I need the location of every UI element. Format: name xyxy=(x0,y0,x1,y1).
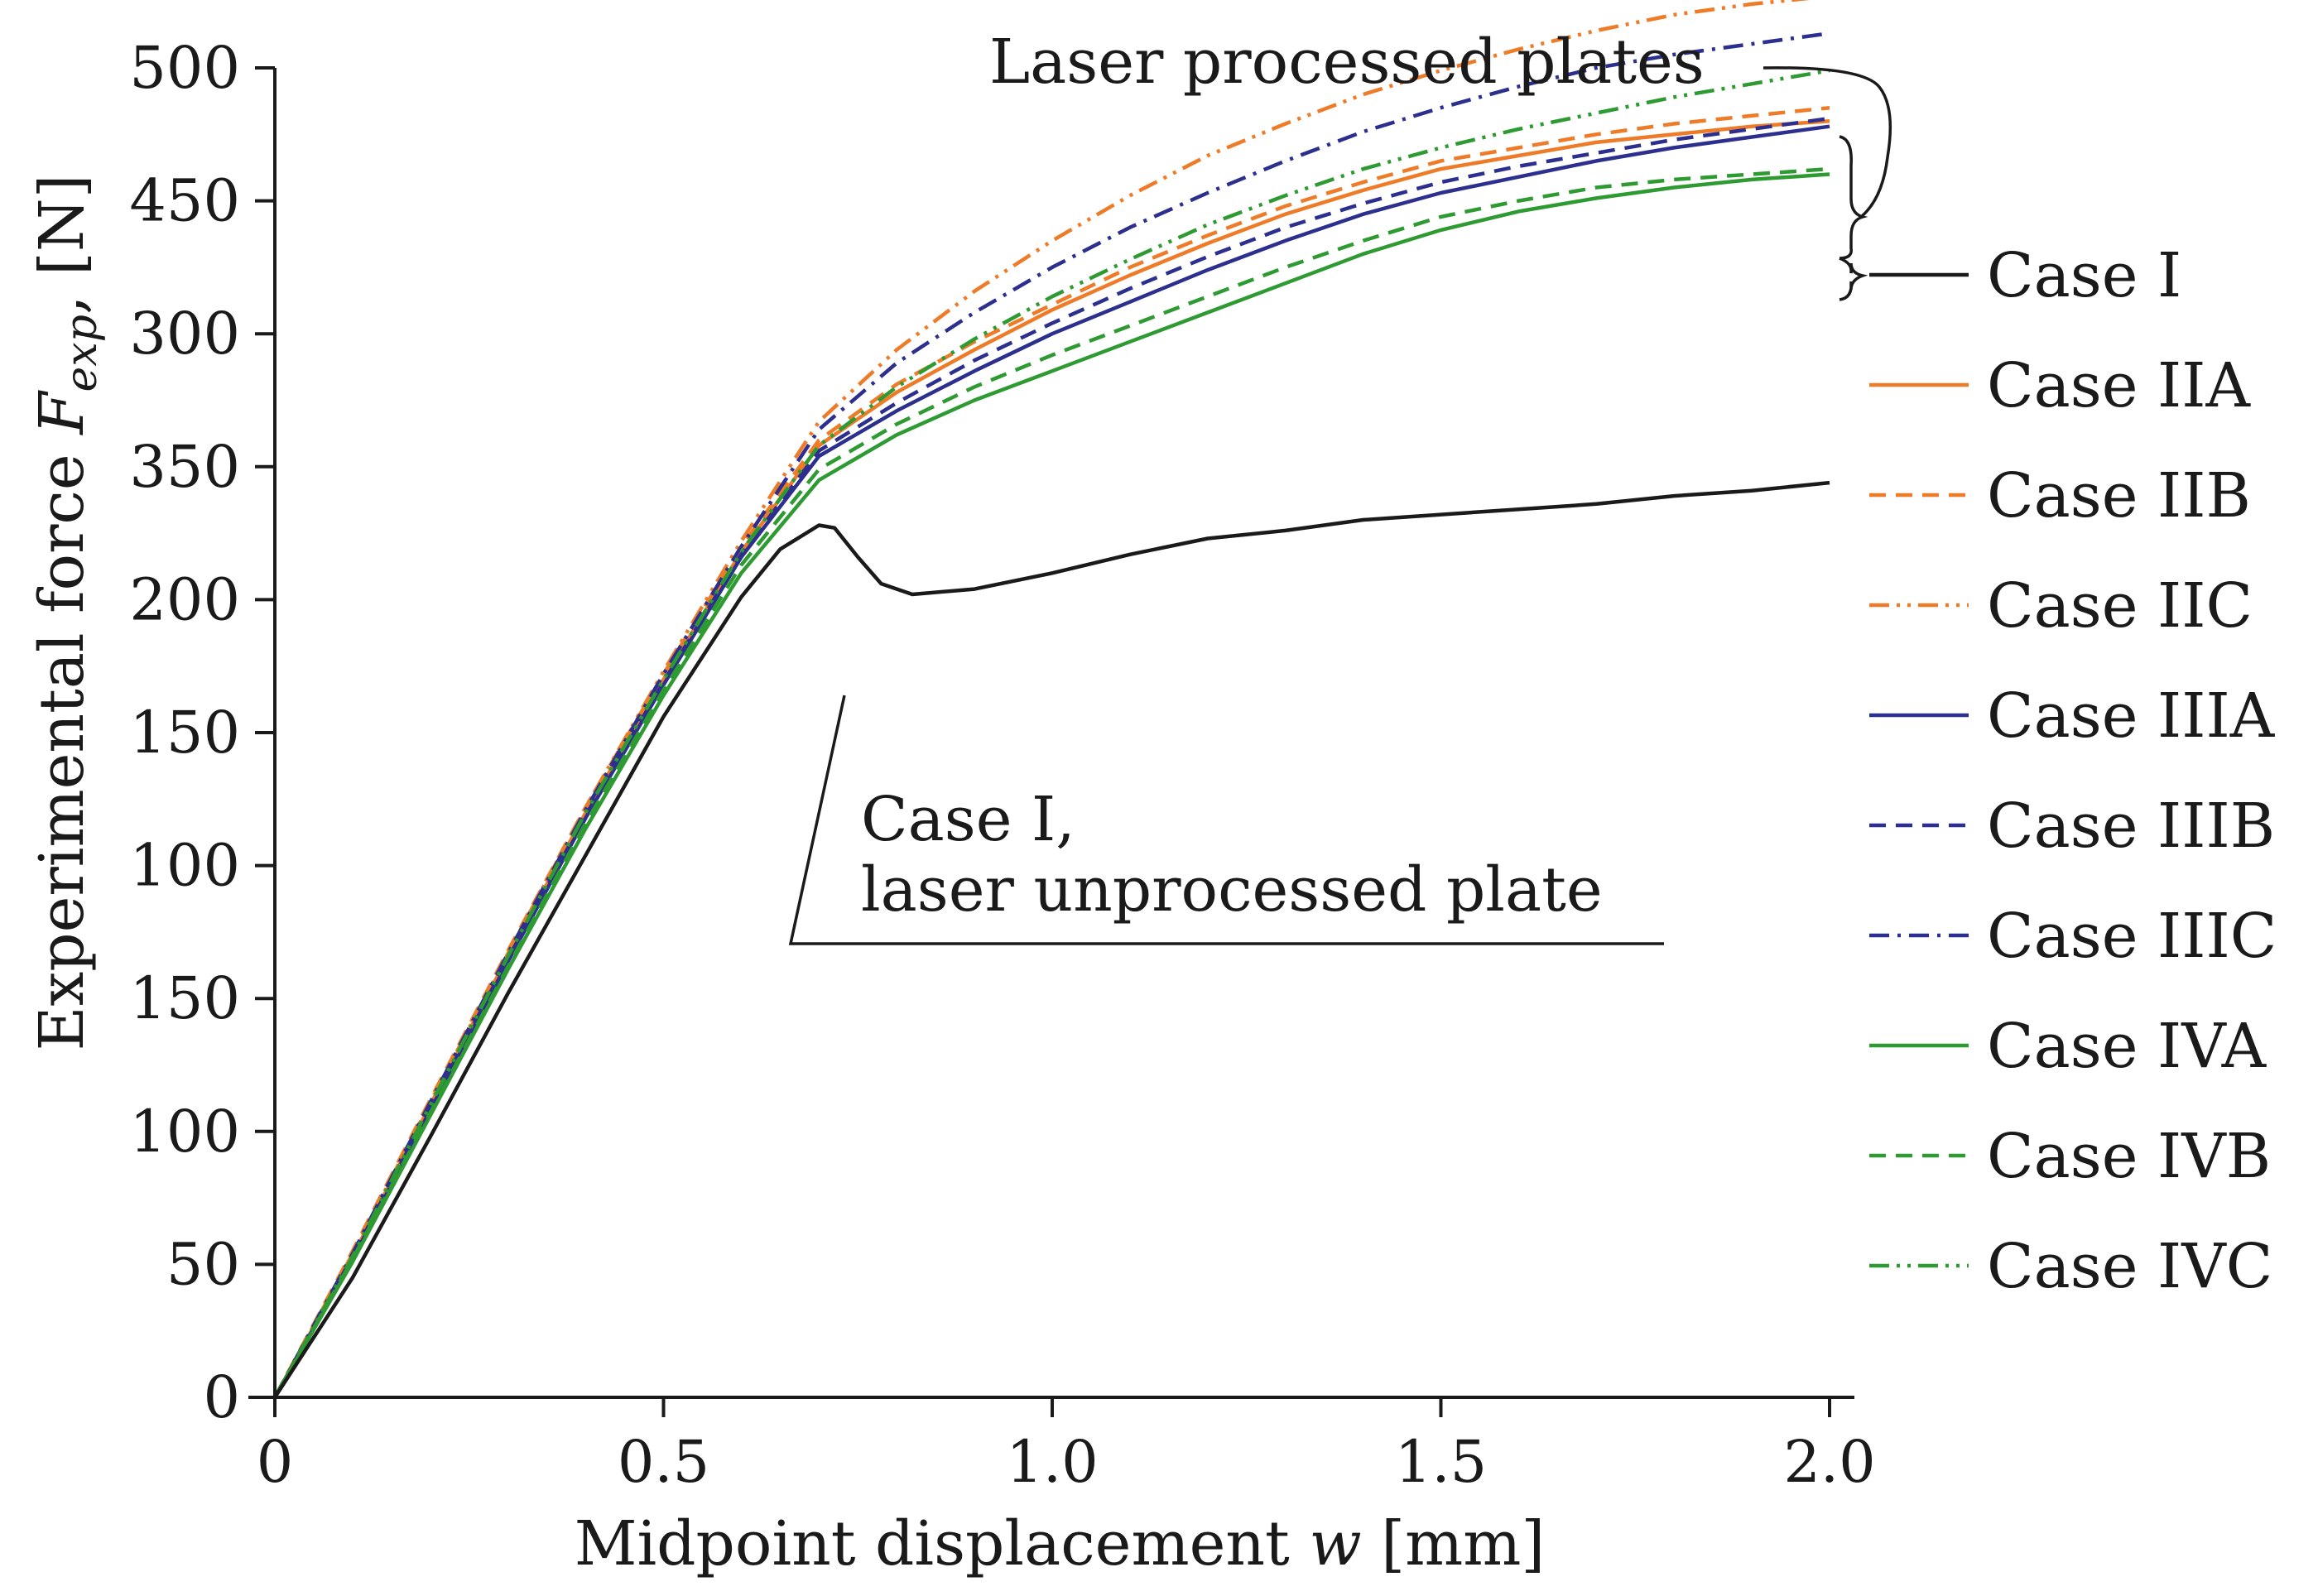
legend-label: Case IVB xyxy=(1987,1121,2271,1192)
series-line-case-iia xyxy=(273,118,1830,1399)
lower-group-brace xyxy=(1839,257,1868,301)
legend: Case I Case IIA Case IIB Case IIC Case IIIA C… xyxy=(1869,240,2277,1302)
x-tick-label: 1.0 xyxy=(1006,1428,1098,1496)
y-tick-label: 100 xyxy=(129,1098,240,1166)
x-axis-title: Midpoint displacement w [mm] xyxy=(575,1508,1546,1579)
legend-label: Case IIIB xyxy=(1987,791,2275,862)
upper-group-brace xyxy=(1839,135,1868,260)
x-tick-label: 0.5 xyxy=(618,1428,709,1496)
series-line-case-iiib xyxy=(273,116,1830,1399)
y-ticks: 0 50 100 150 100 150 200 350 300 450 500 xyxy=(129,34,275,1431)
legend-label: Case IVA xyxy=(1987,1011,2268,1082)
legend-label: Case IIA xyxy=(1987,350,2251,421)
legend-label: Case I xyxy=(1987,240,2181,311)
case1-pointer xyxy=(788,695,1664,945)
legend-label: Case IIIA xyxy=(1987,680,2276,752)
y-tick-label: 50 xyxy=(166,1230,240,1298)
series-line-case-i xyxy=(273,480,1830,1399)
legend-label: Case IVC xyxy=(1987,1231,2272,1302)
y-tick-label: 150 xyxy=(129,964,240,1032)
y-tick-label: 350 xyxy=(129,433,240,501)
y-tick-label: 100 xyxy=(129,832,240,900)
y-tick-label: 450 xyxy=(129,167,240,235)
y-tick-label: 0 xyxy=(203,1363,240,1431)
series-line-case-iiic xyxy=(273,31,1830,1399)
series-line-case-iiia xyxy=(273,124,1830,1399)
laser-processed-pointer xyxy=(1763,66,1892,219)
series-line-case-iib xyxy=(273,105,1830,1399)
series-line-case-ivb xyxy=(273,166,1830,1399)
y-tick-label: 150 xyxy=(129,699,240,767)
x-tick-label: 1.5 xyxy=(1395,1428,1487,1496)
legend-label: Case IIIC xyxy=(1987,901,2277,972)
x-tick-label: 2.0 xyxy=(1783,1428,1875,1496)
y-axis-title: Experimental force Fexp, [N] xyxy=(26,175,107,1051)
plot-lines xyxy=(273,0,1830,1399)
legend-label: Case IIB xyxy=(1987,460,2251,531)
y-tick-label: 300 xyxy=(129,300,240,368)
legend-label: Case IIC xyxy=(1987,570,2253,642)
y-tick-label: 200 xyxy=(129,565,240,633)
series-line-case-ivc xyxy=(273,68,1830,1399)
laser-processed-label: Laser processed plates xyxy=(989,26,1705,98)
y-tick-label: 500 xyxy=(129,34,240,102)
case1-annotation-line2: laser unprocessed plate xyxy=(861,854,1603,925)
series-line-case-iic xyxy=(273,0,1811,1399)
x-tick-label: 0 xyxy=(257,1428,294,1496)
x-ticks: 0 0.5 1.0 1.5 2.0 xyxy=(257,1397,1876,1496)
case1-annotation-line1: Case I, xyxy=(861,784,1075,855)
